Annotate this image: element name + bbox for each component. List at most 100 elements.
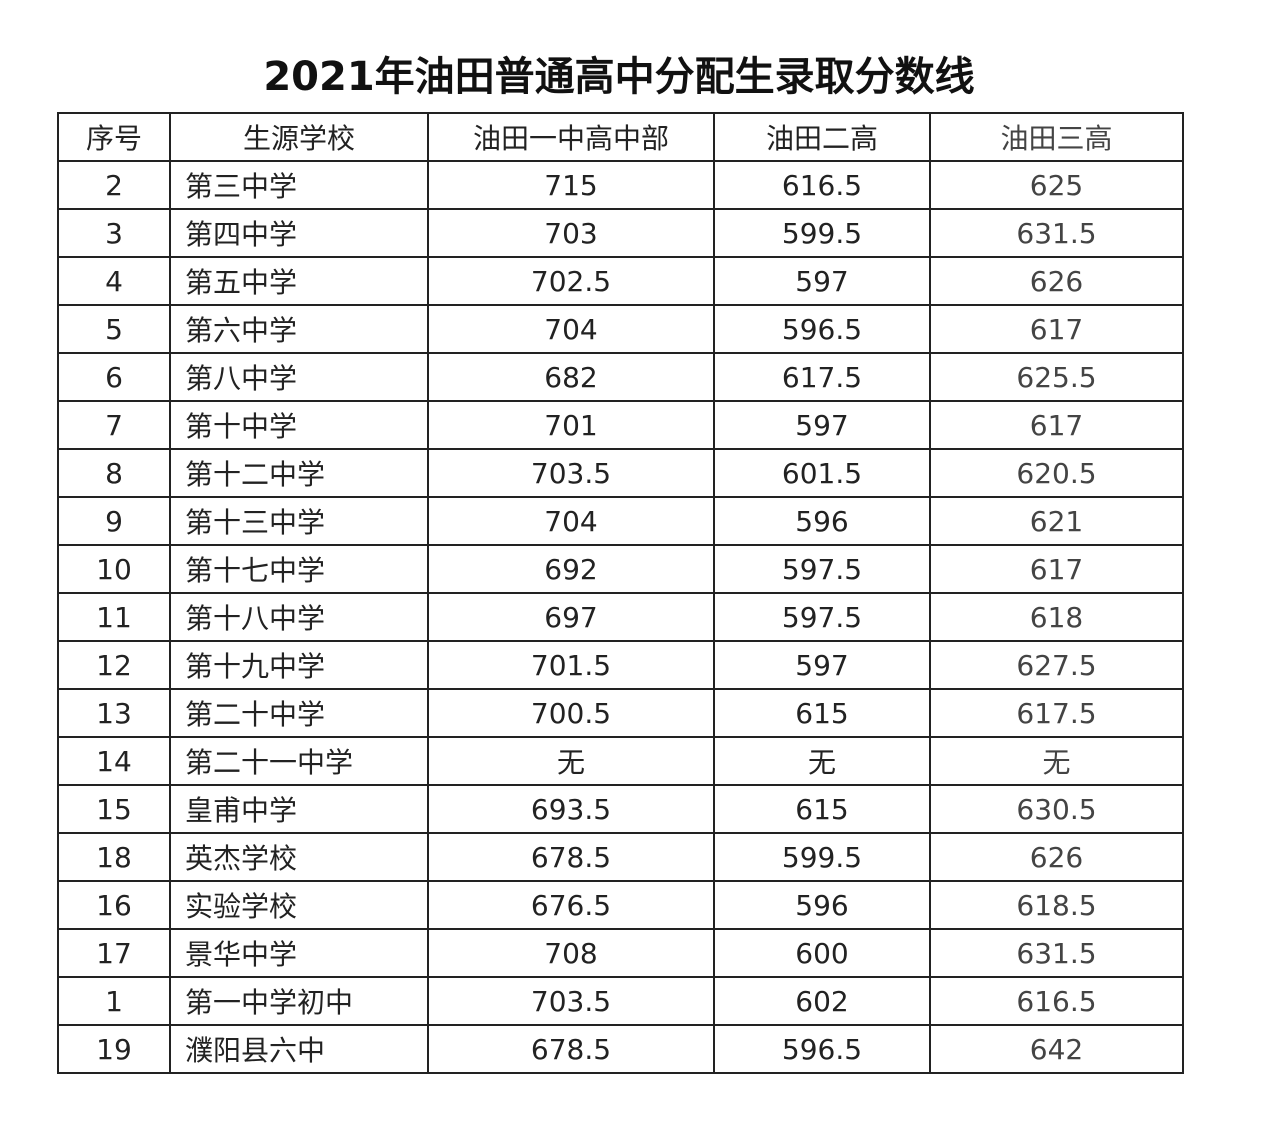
cell: 3: [57, 208, 171, 258]
cell: 600: [713, 928, 931, 978]
cell: 597: [713, 256, 931, 306]
cell: 704: [427, 304, 715, 354]
cell: 693.5: [427, 784, 715, 834]
cell: 濮阳县六中: [169, 1024, 429, 1074]
cell: 621: [929, 496, 1184, 546]
cell: 615: [713, 688, 931, 738]
cell: 704: [427, 496, 715, 546]
cell: 第五中学: [169, 256, 429, 306]
cell: 景华中学: [169, 928, 429, 978]
cell: 皇甫中学: [169, 784, 429, 834]
cell: 617: [929, 400, 1184, 450]
cell: 599.5: [713, 832, 931, 882]
cell: 5: [57, 304, 171, 354]
cell: 11: [57, 592, 171, 642]
cell: 596.5: [713, 1024, 931, 1074]
cell: 实验学校: [169, 880, 429, 930]
cell: 第八中学: [169, 352, 429, 402]
cell: 19: [57, 1024, 171, 1074]
cell: 第十九中学: [169, 640, 429, 690]
data-row: 18 英杰学校 678.5 599.5 626: [57, 832, 1184, 882]
cell: 597: [713, 400, 931, 450]
cell: 678.5: [427, 1024, 715, 1074]
cell: 无: [427, 736, 715, 786]
cell: 631.5: [929, 928, 1184, 978]
data-row: 11 第十八中学 697 597.5 618: [57, 592, 1184, 642]
cell: 596: [713, 880, 931, 930]
cell: 626: [929, 832, 1184, 882]
cell: 10: [57, 544, 171, 594]
cell: 630.5: [929, 784, 1184, 834]
cell: 15: [57, 784, 171, 834]
cell: 第三中学: [169, 160, 429, 210]
data-row: 15 皇甫中学 693.5 615 630.5: [57, 784, 1184, 834]
cell: 692: [427, 544, 715, 594]
cell: 7: [57, 400, 171, 450]
cell: 第六中学: [169, 304, 429, 354]
cell: 701: [427, 400, 715, 450]
cell: 596.5: [713, 304, 931, 354]
cell: 597.5: [713, 544, 931, 594]
cell: 4: [57, 256, 171, 306]
header-cell: 油田二高: [713, 112, 931, 162]
cell: 703: [427, 208, 715, 258]
cell: 715: [427, 160, 715, 210]
data-row: 8 第十二中学 703.5 601.5 620.5: [57, 448, 1184, 498]
cell: 626: [929, 256, 1184, 306]
cell: 617.5: [929, 688, 1184, 738]
cell: 642: [929, 1024, 1184, 1074]
cell: 14: [57, 736, 171, 786]
data-row: 9 第十三中学 704 596 621: [57, 496, 1184, 546]
score-table: 序号 生源学校 油田一中高中部 油田二高 油田三高 2 第三中学 715 616.5 625 3 第四…: [57, 112, 1184, 1074]
cell: 16: [57, 880, 171, 930]
cell: 617: [929, 544, 1184, 594]
cell: 596: [713, 496, 931, 546]
cell: 无: [713, 736, 931, 786]
header-cell: 油田一中高中部: [427, 112, 715, 162]
cell: 627.5: [929, 640, 1184, 690]
cell: 第十七中学: [169, 544, 429, 594]
cell: 597: [713, 640, 931, 690]
cell: 620.5: [929, 448, 1184, 498]
cell: 599.5: [713, 208, 931, 258]
data-row: 10 第十七中学 692 597.5 617: [57, 544, 1184, 594]
cell: 602: [713, 976, 931, 1026]
cell: 18: [57, 832, 171, 882]
header-cell: 油田三高: [929, 112, 1184, 162]
cell: 701.5: [427, 640, 715, 690]
header-cell: 序号: [57, 112, 171, 162]
cell: 615: [713, 784, 931, 834]
cell: 英杰学校: [169, 832, 429, 882]
data-row: 5 第六中学 704 596.5 617: [57, 304, 1184, 354]
cell: 708: [427, 928, 715, 978]
cell: 618.5: [929, 880, 1184, 930]
cell: 第一中学初中: [169, 976, 429, 1026]
cell: 第十八中学: [169, 592, 429, 642]
cell: 13: [57, 688, 171, 738]
data-row: 16 实验学校 676.5 596 618.5: [57, 880, 1184, 930]
data-row: 12 第十九中学 701.5 597 627.5: [57, 640, 1184, 690]
cell: 616.5: [713, 160, 931, 210]
cell: 第十中学: [169, 400, 429, 450]
header-row: 序号 生源学校 油田一中高中部 油田二高 油田三高: [57, 112, 1184, 162]
title: 2021年油田普通高中分配生录取分数线: [263, 54, 975, 100]
cell: 631.5: [929, 208, 1184, 258]
cell: 616.5: [929, 976, 1184, 1026]
cell: 第十二中学: [169, 448, 429, 498]
data-row: 17 景华中学 708 600 631.5: [57, 928, 1184, 978]
data-row: 1 第一中学初中 703.5 602 616.5: [57, 976, 1184, 1026]
cell: 625: [929, 160, 1184, 210]
cell: 682: [427, 352, 715, 402]
data-row: 2 第三中学 715 616.5 625: [57, 160, 1184, 210]
data-row: 19 濮阳县六中 678.5 596.5 642: [57, 1024, 1184, 1074]
cell: 2: [57, 160, 171, 210]
header-cell: 生源学校: [169, 112, 429, 162]
cell: 1: [57, 976, 171, 1026]
cell: 601.5: [713, 448, 931, 498]
cell: 703.5: [427, 448, 715, 498]
cell: 618: [929, 592, 1184, 642]
cell: 676.5: [427, 880, 715, 930]
cell: 无: [929, 736, 1184, 786]
cell: 625.5: [929, 352, 1184, 402]
